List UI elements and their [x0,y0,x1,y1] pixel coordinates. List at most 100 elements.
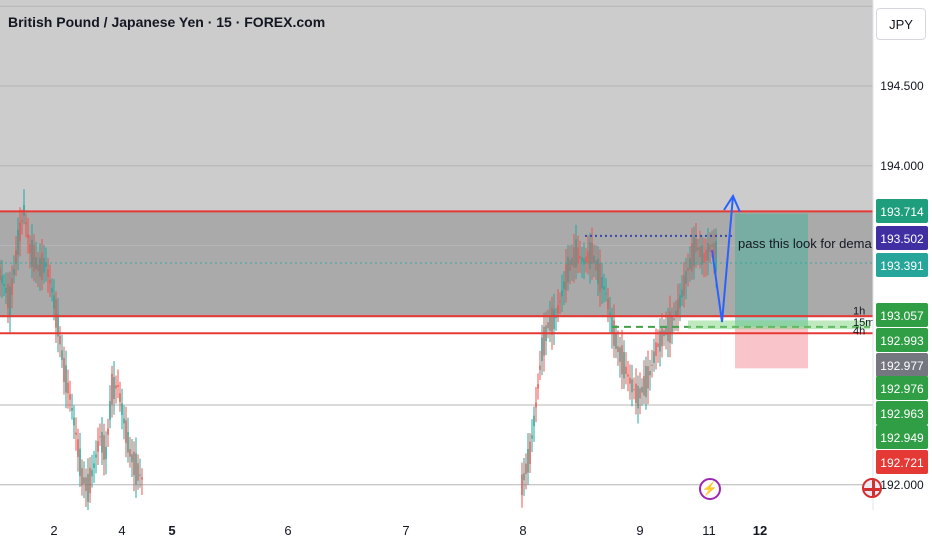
candle-body [121,403,123,416]
x-tick-label: 8 [519,523,526,538]
x-tick-label: 5 [168,523,175,538]
candle-body [611,317,613,334]
candle-body [565,264,567,291]
candle-body [633,389,635,391]
price-tag [876,376,928,400]
candle-body [589,242,591,269]
candle-body [131,454,133,463]
candle-body [639,388,641,399]
candle-body [643,376,645,396]
price-tag [876,353,928,377]
candle-body [707,242,709,261]
level-label-1h: 1h [853,306,865,318]
candle-body [715,240,717,272]
candle-body [97,441,99,452]
price-tag [876,401,928,425]
candle-body [527,449,529,473]
candle-body [531,435,533,439]
candle-body [587,251,589,264]
candle-body [15,250,17,264]
candle-body [0,267,1,281]
candle-body [665,327,667,336]
candle-body [533,415,535,427]
candle-body [101,431,103,453]
candle-body [649,370,651,376]
candle-body [53,295,55,309]
x-tick-label: 12 [753,523,767,538]
level-label-15m: 15m [853,317,874,329]
y-tick-label: 194.500 [880,79,924,93]
candle-body [117,384,119,387]
candle-body [59,335,61,345]
candle-body [559,300,561,302]
candle-body [87,473,89,502]
uk-flag-icon[interactable] [862,478,882,498]
candle-body [573,247,575,268]
candle-body [91,469,93,477]
candle-body [29,244,31,254]
candle-body [581,257,583,262]
candle-body [135,453,137,485]
price-tag-label: 192.949 [880,431,924,445]
candle-body [603,286,605,290]
candle-body [43,257,45,273]
x-tick-label: 9 [636,523,643,538]
candle-body [51,288,53,293]
candle-body [671,316,673,335]
candle-body [563,281,565,290]
candle-body [525,463,527,474]
candle-body [691,243,693,272]
candle-body [709,245,711,253]
candle-body [57,314,59,337]
annotation-text: pass this look for demand [738,236,886,251]
time-axis[interactable] [0,510,873,550]
candle-body [547,322,549,329]
candle-body [141,477,143,480]
candle-body [111,373,113,405]
candle-body [667,317,669,342]
candle-body [593,255,595,264]
candle-body [553,309,555,330]
candle-body [1,275,3,284]
candle-body [49,279,51,284]
candle-body [561,290,563,297]
candle-body [5,287,7,294]
candle-body [713,243,715,259]
lightning-icon[interactable]: ⚡ [699,478,721,500]
candle-body [55,299,57,328]
candle-body [685,270,687,284]
y-tick-label: 192.000 [880,478,924,492]
candle-body [683,275,685,296]
candle-body [669,311,671,343]
candle-body [635,383,637,403]
symbol-title: British Pound / Japanese Yen · 15 · FORE… [8,14,326,30]
candle-body [25,222,27,225]
candle-body [599,263,601,292]
candle-body [69,394,71,400]
price-tag [876,303,928,327]
candle-body [107,428,109,435]
candle-body [577,247,579,264]
projection-arrowhead [723,193,741,213]
candle-body [651,364,653,366]
candle-body [133,451,135,476]
candle-body [659,330,661,352]
candle-body [537,384,539,389]
candle-body [31,239,33,268]
candle-body [575,239,577,268]
candle-body [645,366,647,398]
candle-body [711,244,713,247]
candle-body [85,477,87,492]
candle-body [65,365,67,393]
candle-body [37,264,39,272]
candle-body [699,246,701,258]
currency-button[interactable]: JPY [876,8,926,40]
candle-body [615,333,617,349]
candle-body [619,347,621,362]
price-tag-label: 192.963 [880,407,924,421]
projection-path [711,195,734,323]
candle-body [657,343,659,347]
level-label-4h: 4h [853,325,865,337]
